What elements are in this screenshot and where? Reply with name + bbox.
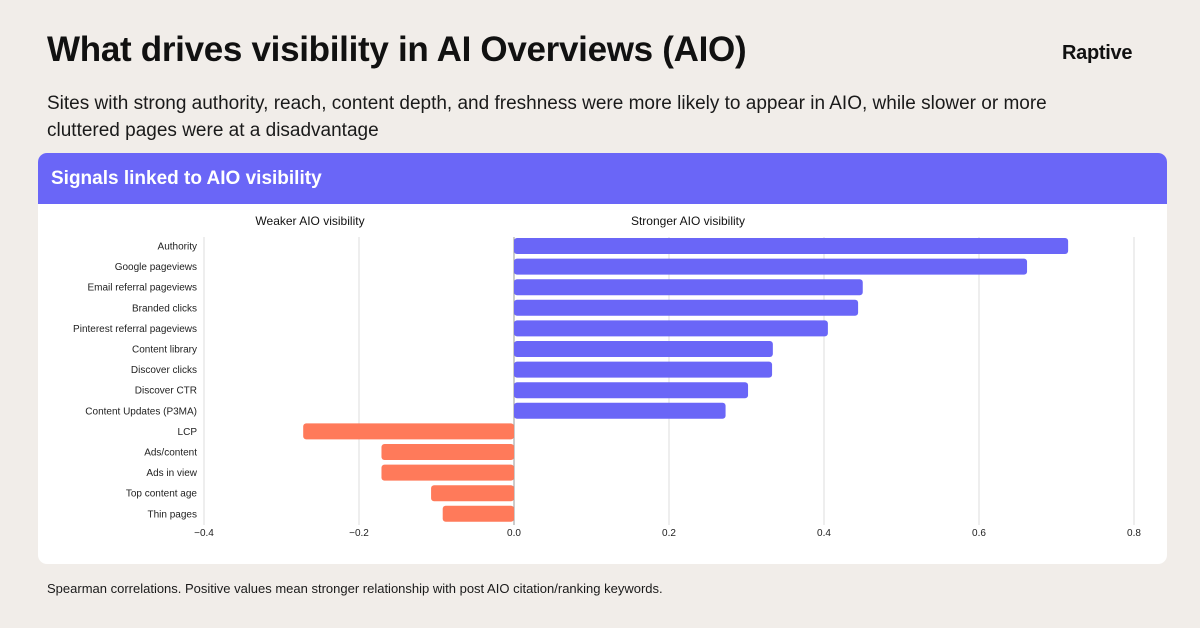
chart-card: Signals linked to AIO visibility Authori…	[38, 153, 1167, 564]
category-label: Thin pages	[148, 509, 197, 520]
bar-ads-in-view	[381, 464, 514, 481]
bar-discover-clicks	[514, 361, 773, 378]
page-title: What drives visibility in AI Overviews (…	[47, 30, 747, 69]
x-tick-label: 0.2	[662, 528, 676, 539]
x-tick-label: 0.0	[507, 528, 521, 539]
chart-card-header: Signals linked to AIO visibility	[38, 153, 1167, 204]
x-tick-label: 0.6	[972, 528, 986, 539]
category-label: LCP	[178, 427, 198, 438]
x-tick-label: 0.4	[817, 528, 831, 539]
bar-content-library	[514, 341, 773, 357]
bar-content-updates-p3ma	[514, 402, 726, 419]
bar-chart: Authority Google pageviews Email referral …	[73, 214, 1141, 539]
bar-thin-pages	[442, 505, 514, 522]
bar-lcp	[303, 423, 514, 440]
bar-top-content-age	[431, 485, 514, 502]
category-label: Ads in view	[146, 468, 197, 479]
x-tick-label: 0.8	[1127, 528, 1141, 539]
category-labels: Authority Google pageviews Email referral …	[73, 242, 198, 521]
x-tick-labels: −0.4 −0.2 0.0 0.2 0.4 0.6 0.8	[194, 528, 1141, 539]
x-tick-label: −0.2	[349, 528, 369, 539]
category-label: Email referral pageviews	[88, 283, 198, 294]
bar-branded-clicks	[514, 299, 859, 316]
bars	[303, 238, 1069, 522]
category-label: Top content age	[126, 489, 198, 500]
stronger-visibility-label: Stronger AIO visibility	[631, 214, 745, 228]
category-label: Discover CTR	[135, 386, 197, 397]
brand-logo: Raptive	[1062, 42, 1133, 64]
category-label: Pinterest referral pageviews	[73, 324, 197, 335]
bar-ads-content	[381, 444, 514, 460]
category-label: Branded clicks	[132, 303, 197, 314]
bar-pinterest-referral-pageviews	[514, 320, 828, 337]
page-subtitle: Sites with strong authority, reach, cont…	[47, 93, 1047, 141]
category-label: Content Updates (P3MA)	[85, 406, 197, 417]
category-label: Discover clicks	[131, 365, 197, 376]
bar-email-referral-pageviews	[514, 279, 863, 296]
category-label: Authority	[158, 242, 197, 253]
footnote: Spearman correlations. Positive values m…	[47, 581, 663, 596]
x-tick-label: −0.4	[194, 528, 214, 539]
annotations: Weaker AIO visibility Stronger AIO visibi…	[255, 214, 745, 228]
bar-authority	[514, 238, 1069, 254]
category-label: Google pageviews	[115, 262, 197, 273]
weaker-visibility-label: Weaker AIO visibility	[255, 214, 364, 228]
bar-discover-ctr	[514, 382, 749, 399]
category-label: Ads/content	[144, 448, 197, 459]
bar-google-pageviews	[514, 258, 1028, 275]
category-label: Content library	[132, 345, 197, 356]
